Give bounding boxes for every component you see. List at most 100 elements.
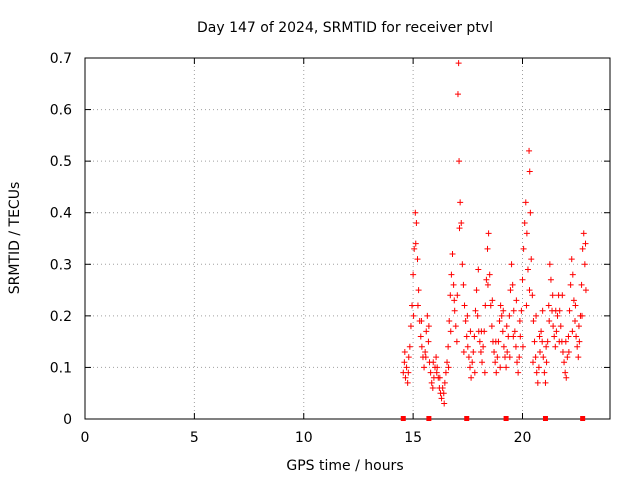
data-point bbox=[484, 245, 491, 252]
data-point bbox=[463, 333, 470, 340]
data-point bbox=[541, 369, 548, 376]
data-point bbox=[424, 312, 431, 319]
data-point bbox=[563, 374, 570, 381]
data-point bbox=[451, 307, 458, 314]
data-point bbox=[506, 354, 513, 361]
y-tick-label: 0.5 bbox=[50, 154, 72, 170]
data-point bbox=[433, 354, 440, 361]
data-point bbox=[417, 333, 424, 340]
data-point bbox=[464, 343, 471, 350]
data-point bbox=[422, 348, 429, 355]
y-tick-label: 0.3 bbox=[50, 257, 72, 273]
data-point bbox=[519, 343, 526, 350]
data-point bbox=[488, 323, 495, 330]
data-point bbox=[516, 318, 523, 325]
data-point bbox=[456, 225, 463, 232]
data-point bbox=[469, 359, 476, 366]
data-point bbox=[412, 240, 419, 247]
data-point bbox=[438, 395, 445, 402]
x-tick-label: 10 bbox=[295, 430, 313, 446]
x-tick-label: 0 bbox=[81, 430, 90, 446]
data-point bbox=[508, 261, 515, 268]
data-point bbox=[545, 302, 552, 309]
data-point bbox=[570, 297, 577, 304]
data-point bbox=[491, 348, 498, 355]
data-point bbox=[407, 323, 414, 330]
data-point bbox=[402, 374, 409, 381]
data-point bbox=[567, 281, 574, 288]
data-point bbox=[400, 369, 407, 376]
data-point bbox=[575, 354, 582, 361]
data-point bbox=[528, 256, 535, 263]
data-point bbox=[464, 312, 471, 319]
data-point bbox=[447, 292, 454, 299]
data-point bbox=[446, 318, 453, 325]
data-point bbox=[480, 343, 487, 350]
data-point bbox=[535, 364, 542, 371]
data-point bbox=[468, 374, 475, 381]
data-point bbox=[423, 328, 430, 335]
data-point bbox=[444, 359, 451, 366]
data-point bbox=[447, 328, 454, 335]
data-point bbox=[410, 312, 417, 319]
data-point bbox=[504, 348, 511, 355]
data-point bbox=[496, 318, 503, 325]
data-point bbox=[526, 287, 533, 294]
data-point bbox=[472, 307, 479, 314]
data-point bbox=[562, 338, 569, 345]
data-point bbox=[552, 307, 559, 314]
data-point bbox=[521, 220, 528, 227]
data-point bbox=[566, 307, 573, 314]
data-point bbox=[569, 328, 576, 335]
data-point bbox=[436, 374, 443, 381]
data-point bbox=[517, 333, 524, 340]
data-point bbox=[460, 348, 467, 355]
data-point bbox=[405, 354, 412, 361]
x-axis-marker bbox=[580, 416, 586, 421]
data-point bbox=[518, 307, 525, 314]
x-tick-label: 20 bbox=[514, 430, 532, 446]
data-point bbox=[561, 359, 568, 366]
data-point bbox=[449, 250, 456, 257]
data-point bbox=[401, 348, 408, 355]
x-axis-marker bbox=[400, 416, 406, 421]
data-point bbox=[537, 348, 543, 355]
data-point bbox=[500, 307, 507, 314]
data-point bbox=[442, 369, 449, 376]
data-point bbox=[428, 379, 435, 386]
x-axis-marker bbox=[426, 416, 432, 421]
data-point bbox=[461, 302, 468, 309]
data-point bbox=[539, 307, 546, 314]
data-point bbox=[439, 385, 446, 392]
data-point bbox=[500, 343, 507, 350]
data-point bbox=[486, 271, 493, 278]
data-point bbox=[440, 390, 447, 397]
data-point bbox=[452, 323, 459, 330]
data-point bbox=[482, 302, 489, 309]
data-point bbox=[581, 261, 588, 268]
data-point bbox=[405, 369, 412, 376]
data-point bbox=[494, 354, 501, 361]
data-point bbox=[550, 323, 557, 330]
data-point bbox=[473, 287, 480, 294]
data-point bbox=[487, 302, 494, 309]
data-point bbox=[492, 359, 499, 366]
data-point bbox=[457, 199, 464, 206]
data-point bbox=[538, 328, 545, 335]
data-point bbox=[520, 245, 527, 252]
data-point bbox=[510, 333, 517, 340]
data-point bbox=[510, 307, 517, 314]
data-point bbox=[531, 338, 538, 345]
data-point bbox=[579, 312, 585, 319]
data-point bbox=[503, 364, 510, 371]
y-tick-label: 0.1 bbox=[50, 360, 72, 376]
data-point bbox=[412, 209, 419, 216]
data-point bbox=[552, 343, 559, 350]
data-point bbox=[410, 271, 417, 278]
data-point bbox=[467, 364, 473, 371]
data-point bbox=[530, 359, 536, 366]
data-point bbox=[445, 364, 452, 371]
data-point bbox=[409, 302, 416, 309]
data-point bbox=[543, 343, 550, 350]
